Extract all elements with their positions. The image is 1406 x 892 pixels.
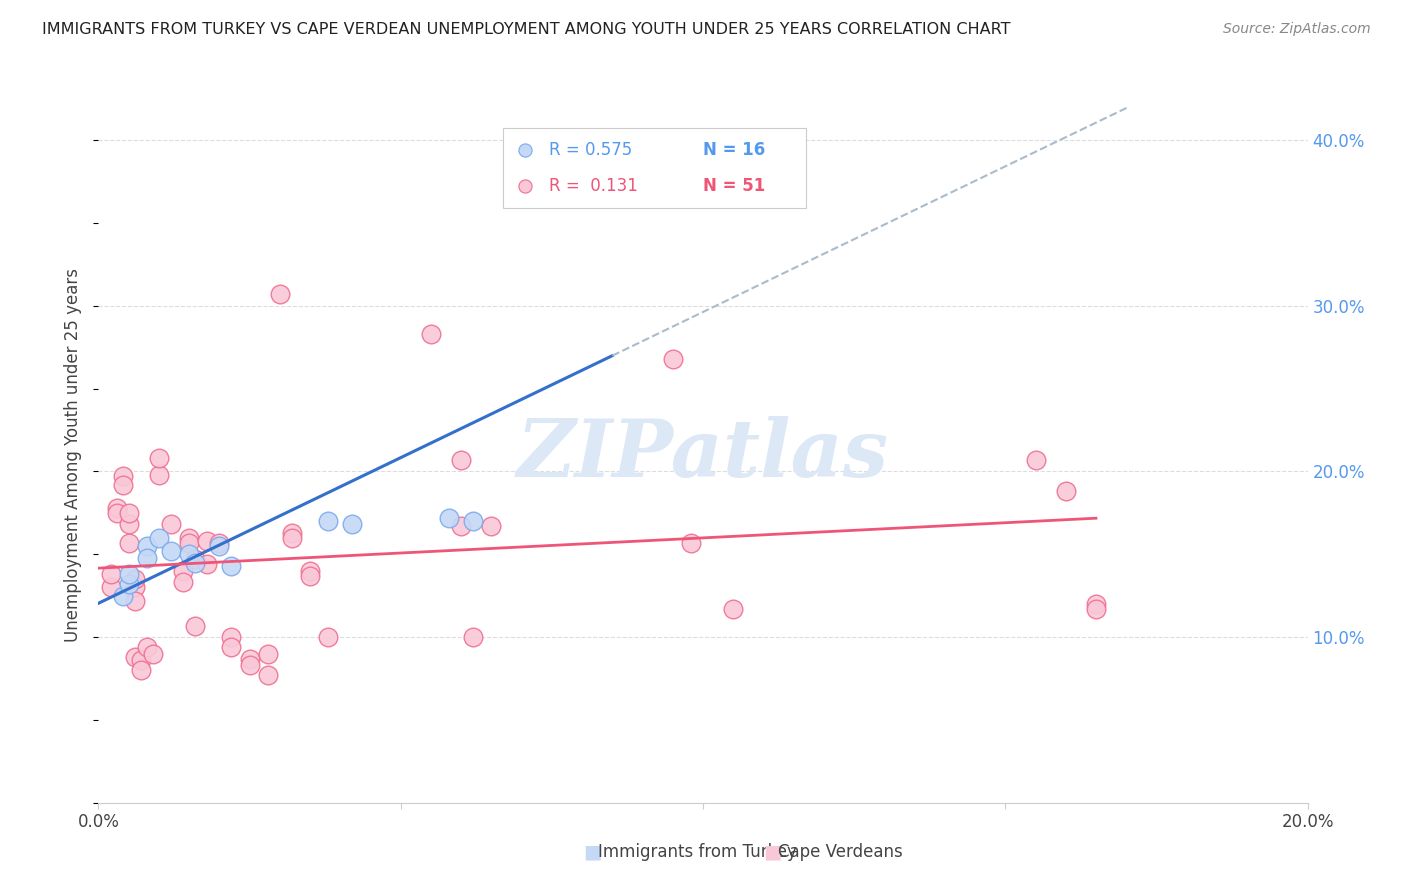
Text: Source: ZipAtlas.com: Source: ZipAtlas.com xyxy=(1223,22,1371,37)
Point xyxy=(437,511,460,525)
Point xyxy=(184,552,207,566)
Point xyxy=(179,535,201,549)
Point xyxy=(179,531,201,545)
Point xyxy=(221,558,243,573)
Point xyxy=(269,287,291,301)
Point xyxy=(142,647,165,661)
Point xyxy=(239,658,262,673)
Text: R = 0.575: R = 0.575 xyxy=(550,141,633,160)
Point xyxy=(111,589,134,603)
Point xyxy=(160,517,183,532)
Text: ■: ■ xyxy=(763,842,782,862)
Point xyxy=(148,451,170,466)
Point xyxy=(118,577,141,591)
Point xyxy=(463,514,485,528)
Point xyxy=(118,567,141,582)
Point xyxy=(316,514,339,528)
Point xyxy=(124,593,146,607)
Point xyxy=(463,630,485,644)
Point xyxy=(118,535,141,549)
Text: N = 16: N = 16 xyxy=(703,141,765,160)
Point xyxy=(195,534,218,549)
Point xyxy=(129,663,152,677)
Point xyxy=(602,191,624,205)
Point xyxy=(172,564,194,578)
Point xyxy=(281,531,304,545)
Point xyxy=(299,564,322,578)
Point xyxy=(195,558,218,572)
Point xyxy=(118,517,141,532)
Point xyxy=(208,539,231,553)
Point xyxy=(184,556,207,570)
Point xyxy=(450,453,472,467)
Point xyxy=(342,517,364,532)
Point xyxy=(256,647,278,661)
Point xyxy=(1054,484,1077,499)
Point xyxy=(118,506,141,520)
Point xyxy=(1085,597,1108,611)
Point xyxy=(111,477,134,491)
Point xyxy=(662,351,685,366)
Point xyxy=(124,581,146,595)
Point xyxy=(208,535,231,549)
Point xyxy=(129,653,152,667)
Point xyxy=(179,547,201,561)
Point xyxy=(100,567,122,582)
Point xyxy=(184,618,207,632)
Point xyxy=(239,651,262,665)
Point xyxy=(124,650,146,665)
Point xyxy=(135,539,157,553)
Text: ■: ■ xyxy=(583,842,602,862)
Point xyxy=(1085,602,1108,616)
Point xyxy=(221,630,243,644)
Text: R =  0.131: R = 0.131 xyxy=(550,177,638,194)
Point xyxy=(1024,453,1046,467)
FancyBboxPatch shape xyxy=(503,128,806,208)
Point xyxy=(111,469,134,483)
Point xyxy=(679,535,702,549)
Point xyxy=(105,506,128,520)
Point xyxy=(481,519,503,533)
Point xyxy=(172,575,194,590)
Point xyxy=(723,602,745,616)
Point xyxy=(135,550,157,565)
Point xyxy=(135,640,157,654)
Point xyxy=(160,544,183,558)
Point xyxy=(256,668,278,682)
Point xyxy=(148,467,170,482)
Point xyxy=(105,500,128,515)
Text: Immigrants from Turkey: Immigrants from Turkey xyxy=(598,843,796,861)
Point xyxy=(299,569,322,583)
Text: N = 51: N = 51 xyxy=(703,177,765,194)
Text: ZIPatlas: ZIPatlas xyxy=(517,417,889,493)
Text: Cape Verdeans: Cape Verdeans xyxy=(778,843,903,861)
Point xyxy=(281,525,304,540)
Y-axis label: Unemployment Among Youth under 25 years: Unemployment Among Youth under 25 years xyxy=(65,268,83,642)
Point xyxy=(100,581,122,595)
Text: IMMIGRANTS FROM TURKEY VS CAPE VERDEAN UNEMPLOYMENT AMONG YOUTH UNDER 25 YEARS C: IMMIGRANTS FROM TURKEY VS CAPE VERDEAN U… xyxy=(42,22,1011,37)
Point xyxy=(450,519,472,533)
Point xyxy=(316,630,339,644)
Point xyxy=(221,640,243,654)
Point xyxy=(148,531,170,545)
Point xyxy=(420,326,443,341)
Point xyxy=(124,572,146,586)
